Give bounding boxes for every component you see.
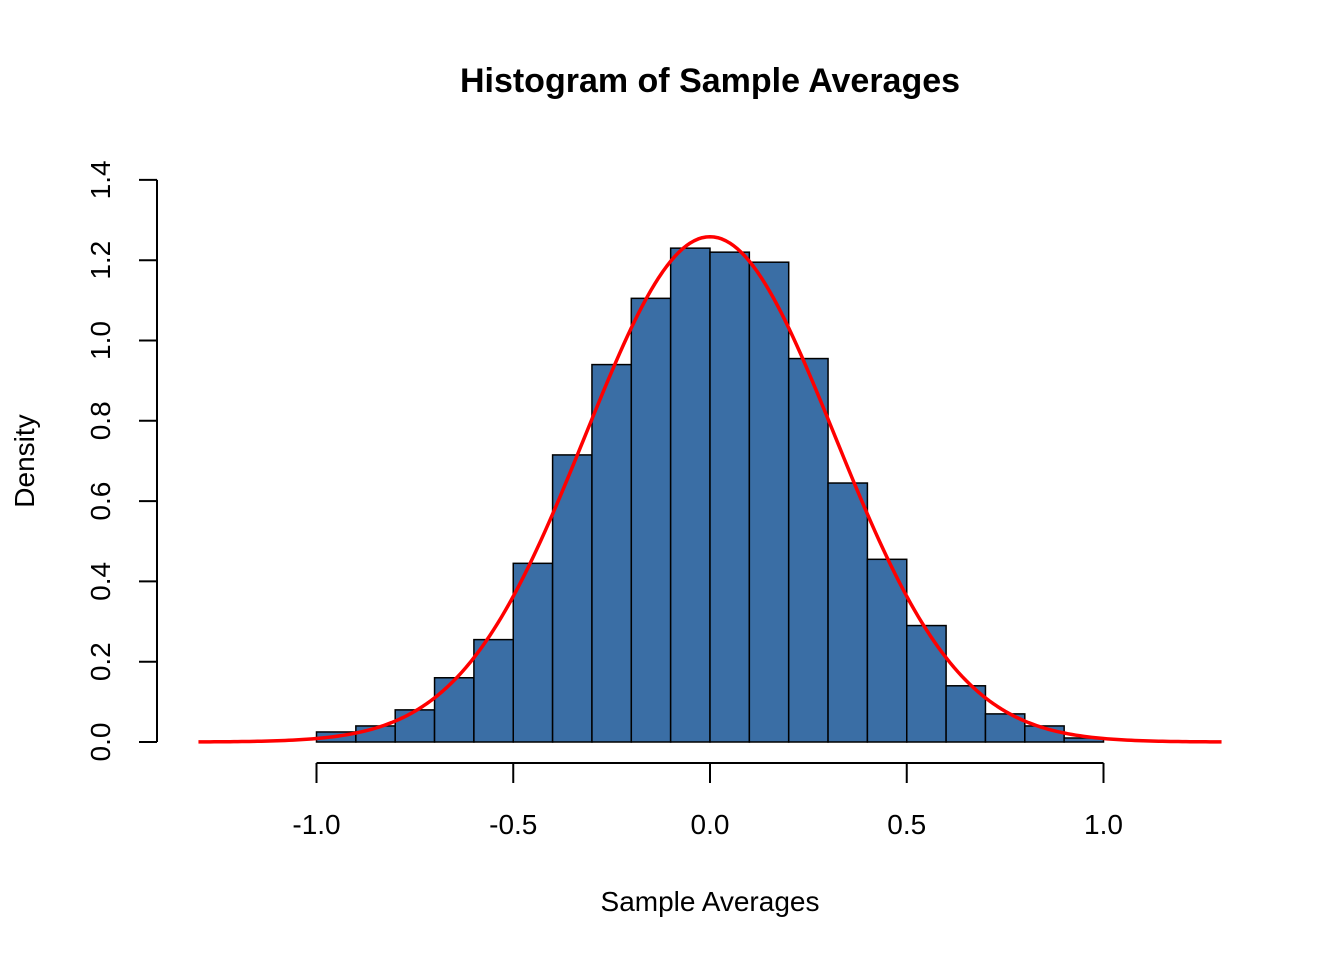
histogram-bar-4 <box>433 677 475 743</box>
histogram-bar-6 <box>512 562 554 743</box>
x-tick-label: 0.5 <box>887 809 926 840</box>
histogram-bar-11 <box>709 251 751 743</box>
histogram-bar-5 <box>473 638 514 743</box>
x-tick-label: 0.0 <box>691 809 730 840</box>
histogram-bar-17 <box>945 685 987 743</box>
y-tick-label: 1.2 <box>85 241 116 280</box>
y-tick-label: 0.8 <box>85 401 116 440</box>
x-tick-label: 1.0 <box>1084 809 1123 840</box>
histogram-bar-13 <box>787 357 829 743</box>
x-tick-label: -1.0 <box>292 809 340 840</box>
histogram-bar-12 <box>748 261 790 743</box>
y-tick-label: 1.4 <box>85 160 116 199</box>
histogram-bar-8 <box>591 363 633 743</box>
y-tick-label: 0.0 <box>85 723 116 762</box>
x-axis-label: Sample Averages <box>601 886 820 917</box>
chart-title: Histogram of Sample Averages <box>460 62 960 100</box>
y-tick-label: 0.4 <box>85 562 116 601</box>
y-tick-label: 0.6 <box>85 482 116 521</box>
x-tick-label: -0.5 <box>489 809 537 840</box>
y-axis: 0.0 0.2 0.4 0.6 0.8 1.0 1.2 1.4 <box>85 160 158 762</box>
histogram-bar-3 <box>394 709 436 743</box>
histogram-bar-14 <box>827 482 869 743</box>
y-tick-label: 1.0 <box>85 321 116 360</box>
histogram-bar-16 <box>906 624 947 743</box>
density-curve <box>198 234 1222 744</box>
y-tick-label: 0.2 <box>85 642 116 681</box>
x-axis: -1.0 -0.5 0.0 0.5 1.0 <box>292 762 1123 840</box>
histogram-bar-9 <box>630 297 672 743</box>
bars-group <box>315 247 1105 743</box>
histogram-bar-10 <box>669 247 711 743</box>
y-axis-label: Density <box>9 414 40 507</box>
